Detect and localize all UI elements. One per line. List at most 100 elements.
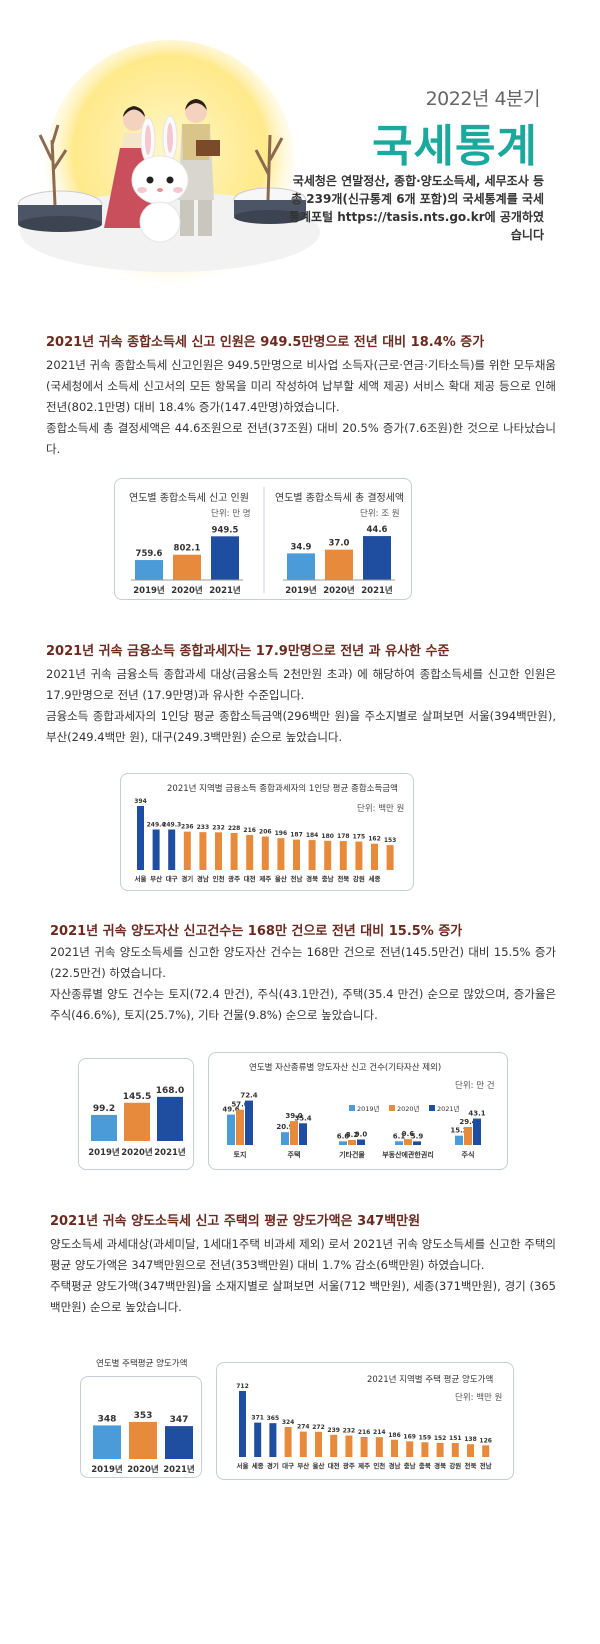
data-label: 802.1 (174, 544, 201, 554)
data-label: 35.4 (294, 1114, 311, 1122)
chart6-title: 연도별 주택평균 양도가액 (96, 1359, 188, 1369)
tick-label: 2021년 (163, 1464, 195, 1475)
bar (246, 834, 254, 870)
section1-paragraph: 종합소득세 총 결정세액은 44.6조원으로 전년(37조원) 대비 20.5%… (46, 421, 556, 456)
bar (230, 832, 238, 870)
chart2-unit: 단위: 조 원 (360, 509, 400, 519)
data-label: 72.4 (240, 1092, 257, 1100)
tick-label: 부산 (297, 1461, 309, 1470)
chart5-svg: 49.6 20.9 6.0 6.1 15.2 57.6 39.0 8.2 9.6 29.4 72.4… (222, 1092, 485, 1159)
bar (227, 1114, 235, 1145)
chart3-title: 2021년 지역별 금융소득 종합과세자의 1인당 평균 종합소득금액 (167, 784, 398, 794)
legend-swatch (349, 1105, 355, 1111)
chart3-panel: 394 서울 249.4 부산 249.3 대구 236 경기 233 경남 232 인천 228 광주 2… (120, 773, 414, 891)
bar (135, 560, 163, 580)
data-label: 162 (368, 836, 381, 843)
data-label: 145.5 (123, 1092, 151, 1102)
data-label: 184 (306, 832, 319, 839)
data-label: 249.3 (162, 822, 181, 829)
section1-paragraph: 2021년 귀속 종합소득세 신고인원은 949.5만명으로 비사업 소득자(근… (46, 358, 556, 414)
data-label: 239 (327, 1427, 340, 1434)
data-label: 5.9 (411, 1132, 424, 1140)
tick-label: 전남 (480, 1461, 492, 1470)
tick-label: 대구 (282, 1461, 294, 1470)
data-label: 159 (419, 1434, 432, 1441)
data-label: 249.4 (147, 821, 166, 828)
section1-heading: 2021년 귀속 종합소득세 신고 인원은 949.5만명으로 전년 대비 18… (46, 335, 485, 350)
tick-label: 2019년 (285, 585, 317, 596)
data-label: 348 (98, 1414, 117, 1424)
tick-label: 서울 (237, 1461, 249, 1470)
data-label: 43.1 (468, 1110, 485, 1118)
section3-heading: 2021년 귀속 양도자산 신고건수는 168만 건으로 전년 대비 15.5%… (50, 924, 463, 939)
bar (290, 1121, 298, 1145)
data-label: 126 (479, 1437, 492, 1444)
tick-label: 전남 (291, 874, 303, 883)
chart-regional-financial-income: 394 서울 249.4 부산 249.3 대구 236 경기 233 경남 232 인천 228 광주 2… (134, 798, 396, 883)
chart-transfer-assets-by-type: 49.6 20.9 6.0 6.1 15.2 57.6 39.0 8.2 9.6 29.4 72.4… (222, 1092, 485, 1159)
bar (371, 843, 378, 870)
tick-label: 광주 (228, 874, 240, 883)
chart3-svg: 394 서울 249.4 부산 249.3 대구 236 경기 233 경남 232 인천 228 광주 2… (134, 798, 396, 883)
tick-label: 강원 (353, 874, 365, 883)
data-label: 216 (243, 827, 256, 834)
tick-label: 2020년 (171, 585, 203, 596)
data-label: 151 (449, 1435, 462, 1442)
chart-transfer-assets-total: 99.2 2019년 145.5 2020년 168.0 2021년 (88, 1086, 186, 1158)
data-label: 949.5 (212, 525, 239, 535)
data-label: 9.0 (355, 1130, 368, 1138)
data-label: 232 (212, 824, 225, 831)
tick-label: 2020년 (127, 1464, 159, 1475)
bar (124, 1102, 150, 1141)
data-label: 274 (297, 1424, 310, 1431)
section2-paragraph: 금융소득 종합과세자의 1인당 평균 종합소득금액(296백만 원)을 주소지별… (46, 709, 556, 744)
bar (269, 1423, 277, 1457)
bar (91, 1114, 117, 1141)
bar (345, 1435, 353, 1457)
bar (406, 1441, 414, 1457)
tick-label: 부산 (150, 874, 162, 883)
data-label: 29.4 (459, 1118, 476, 1126)
bar (325, 549, 353, 580)
report-period: 2022년 4분기 (425, 88, 541, 110)
bar (254, 1422, 262, 1457)
bar (464, 1126, 472, 1145)
bar (211, 536, 239, 580)
bar (299, 1123, 307, 1145)
chart-income-filers: 759.6 2019년 802.1 2020년 949.5 2021년 (131, 525, 243, 596)
tick-label: 세종 (369, 874, 381, 883)
legend-swatch (389, 1105, 395, 1111)
section4-paragraph: 양도소득세 과세대상(과세미달, 1세대1주택 비과세 제외) 로서 2021년… (50, 1237, 556, 1272)
tick-label: 울산 (275, 874, 287, 883)
stone-wall-left (17, 124, 103, 232)
tick-label: 인천 (213, 874, 225, 883)
data-label: 180 (321, 833, 334, 840)
section3-paragraph: 2021년 귀속 양도소득세를 신고한 양도자산 건수는 168만 건으로 전년… (50, 945, 556, 980)
data-label: 9.6 (402, 1130, 415, 1138)
bar (199, 832, 207, 870)
chart2-title: 연도별 종합소득세 총 결정세액 (275, 493, 405, 504)
tick-label: 전북 (337, 874, 349, 883)
bar (245, 1100, 253, 1145)
data-label: 6.0 (337, 1132, 350, 1140)
bar (152, 829, 160, 870)
tick-label: 경북 (306, 874, 318, 883)
bar (455, 1135, 463, 1145)
data-label: 168.0 (156, 1086, 184, 1096)
data-label: 153 (384, 837, 397, 844)
data-label: 324 (282, 1419, 295, 1426)
tick-label: 주택 (288, 1150, 301, 1159)
tick-label: 토지 (234, 1150, 247, 1159)
tick-label: 기타건물 (339, 1150, 365, 1159)
chart5-unit: 단위: 만 건 (455, 1081, 495, 1091)
tick-label: 전북 (465, 1461, 477, 1470)
bar (173, 554, 201, 580)
data-label: 57.6 (231, 1101, 248, 1109)
tick-label: 충남 (322, 874, 334, 883)
data-label: 99.2 (93, 1104, 115, 1114)
tick-label: 제주 (358, 1461, 370, 1470)
data-label: 232 (343, 1427, 356, 1434)
bar (236, 1109, 244, 1145)
tick-label: 대구 (166, 874, 178, 883)
tick-label: 울산 (313, 1461, 325, 1470)
